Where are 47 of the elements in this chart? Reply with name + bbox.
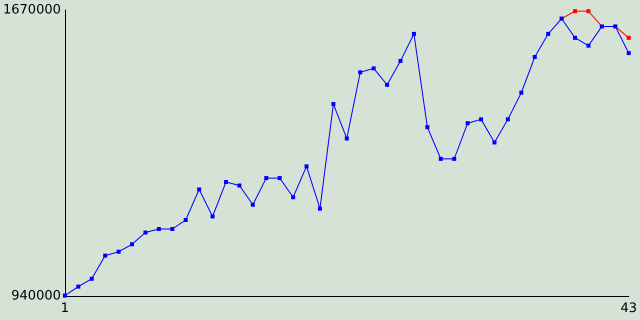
- point: [466, 121, 470, 126]
- point: [291, 195, 296, 200]
- point: [143, 230, 148, 235]
- point: [385, 82, 390, 87]
- point: [479, 117, 484, 122]
- point: [519, 90, 524, 95]
- point: [372, 66, 376, 70]
- point: [90, 276, 94, 281]
- point: [586, 9, 590, 14]
- point: [586, 44, 590, 48]
- point: [76, 284, 80, 289]
- point: [331, 102, 336, 106]
- point: [398, 58, 403, 63]
- point: [344, 136, 349, 141]
- point: [358, 70, 362, 74]
- point: [573, 36, 578, 40]
- point: [197, 187, 202, 192]
- point: [264, 176, 268, 180]
- point: [304, 164, 309, 168]
- point: [184, 218, 188, 222]
- point: [425, 125, 430, 130]
- point: [626, 36, 631, 40]
- point: [546, 32, 550, 36]
- y-tick-label: 940000: [11, 288, 61, 304]
- point: [224, 180, 228, 184]
- point: [156, 227, 161, 232]
- point: [116, 250, 121, 254]
- point: [170, 227, 174, 232]
- point: [103, 254, 108, 258]
- point: [130, 242, 134, 246]
- y-tick-label: 1670000: [2, 2, 61, 18]
- point: [492, 140, 496, 144]
- point: [62, 294, 67, 298]
- point: [250, 202, 255, 207]
- point: [278, 176, 282, 180]
- x-tick-label: 1: [60, 301, 70, 316]
- point: [237, 184, 242, 188]
- point: [412, 32, 416, 36]
- point: [210, 214, 215, 218]
- point: [438, 156, 443, 161]
- point: [573, 9, 578, 14]
- point: [452, 156, 456, 161]
- point: [506, 117, 510, 122]
- point: [318, 206, 322, 211]
- x-tick-label: 43: [620, 301, 637, 316]
- point: [532, 55, 537, 60]
- point: [626, 51, 631, 56]
